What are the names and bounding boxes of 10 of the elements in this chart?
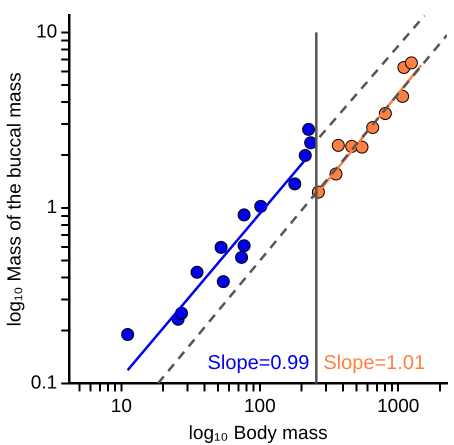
annotation: Slope=0.99 [208,352,310,374]
y-tick-label: 10 [36,22,58,43]
x-tick-label: 100 [244,396,276,418]
x-axis-title: log₁₀ Body mass [188,422,328,444]
y-tick-label: 1 [46,197,58,218]
x-tick-label: 10 [110,396,132,418]
x-tick-label: 1000 [377,396,420,418]
annotation: Slope=1.01 [323,352,426,374]
y-tick-label: 0.1 [30,372,58,394]
y-axis-title: log₁₀ Mass of the buccal mass [4,72,26,326]
